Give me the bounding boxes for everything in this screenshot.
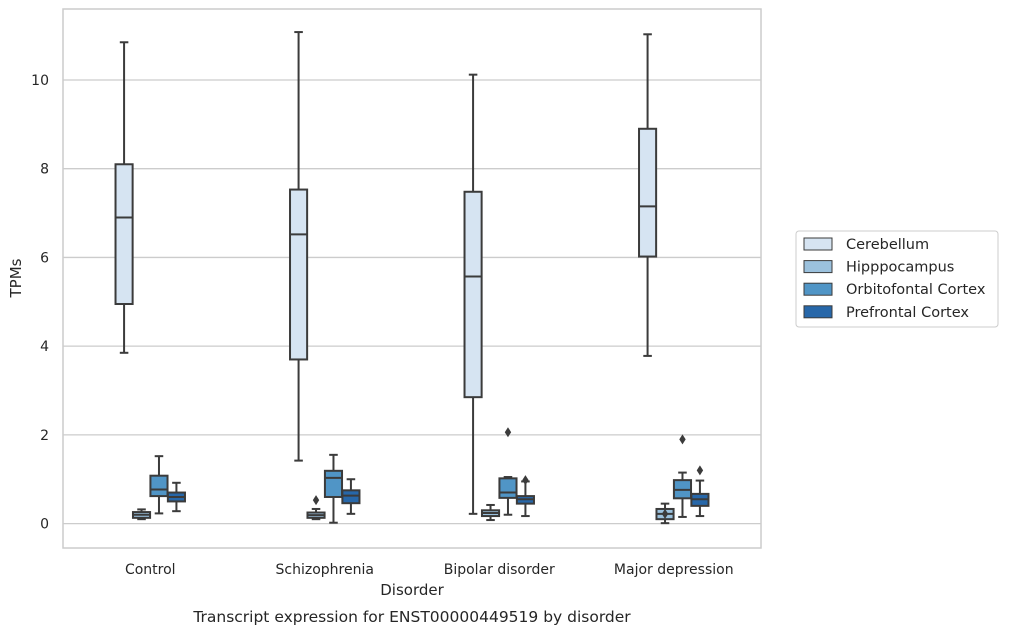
box (149, 455, 169, 515)
box-body (289, 188, 309, 361)
box (289, 31, 309, 462)
box-body (149, 474, 169, 498)
legend-swatch (803, 237, 833, 251)
chart-caption: Transcript expression for ENST0000044951… (192, 608, 631, 626)
box-body (341, 489, 361, 505)
box-body (498, 477, 518, 499)
box-body (323, 469, 344, 498)
box (498, 427, 518, 516)
x-tick-label: Major depression (614, 562, 734, 578)
box (323, 453, 344, 524)
box (672, 434, 693, 518)
y-tick-labels: 0 2 4 6 8 10 (31, 73, 49, 533)
box (341, 478, 361, 515)
x-tick-label: Schizophrenia (276, 562, 374, 578)
outlier-point (661, 508, 669, 519)
box (463, 73, 483, 515)
box (655, 502, 675, 525)
legend-label: Prefrontal Cortex (846, 305, 969, 321)
legend-label: Hipppocampus (846, 260, 954, 276)
legend-swatch (803, 260, 833, 274)
legend: Cerebellum Hipppocampus Orbitofontal Corte… (795, 230, 999, 328)
boxes (114, 31, 710, 525)
box-body (638, 127, 658, 258)
legend-label: Orbitofontal Cortex (846, 282, 986, 298)
x-tick-labels: Control Schizophrenia Bipolar disorder Majo… (125, 562, 734, 578)
box (306, 495, 326, 521)
y-axis-label: TPMs (7, 258, 25, 298)
x-tick-label: Control (125, 562, 176, 578)
box (114, 41, 134, 354)
y-tick-label: 2 (40, 428, 49, 444)
box (480, 503, 501, 522)
y-tick-label: 0 (40, 517, 49, 533)
legend-swatch (803, 305, 833, 319)
box (690, 465, 710, 518)
legend-label: Cerebellum (846, 237, 929, 253)
box (166, 481, 186, 513)
y-tick-label: 6 (40, 250, 49, 266)
box-body (463, 190, 483, 399)
box-body (114, 163, 134, 306)
x-tick-label: Bipolar disorder (444, 562, 555, 578)
box (515, 475, 535, 518)
legend-frame (795, 230, 999, 328)
y-tick-label: 4 (40, 339, 49, 355)
x-axis-label: Disorder (380, 581, 444, 599)
outlier-point (679, 434, 686, 445)
y-tick-label: 10 (31, 73, 49, 89)
legend-swatch (803, 282, 833, 296)
gridlines (63, 79, 761, 525)
outlier-point (504, 427, 512, 438)
outlier-point (696, 465, 704, 476)
y-tick-label: 8 (40, 162, 49, 178)
plot-area (62, 8, 762, 549)
outlier-point (312, 495, 320, 506)
outlier-point (522, 475, 529, 486)
box (131, 508, 152, 521)
box (638, 33, 658, 357)
